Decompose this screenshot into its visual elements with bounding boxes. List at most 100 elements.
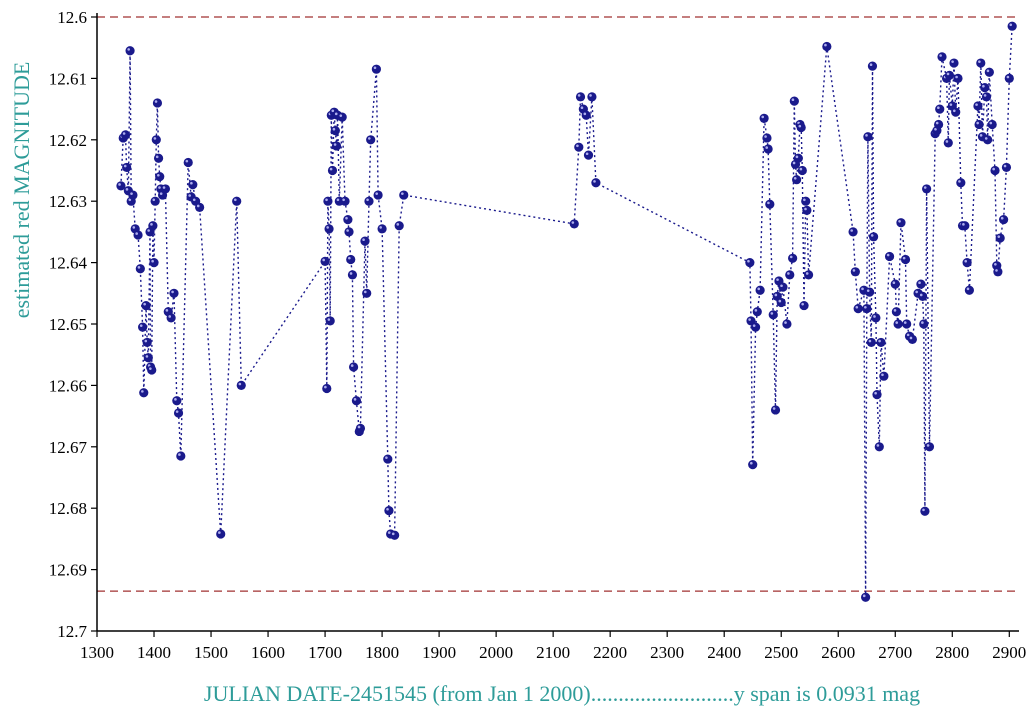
data-point-highlight	[870, 234, 874, 237]
data-point-highlight	[934, 127, 937, 131]
data-point	[793, 153, 803, 163]
data-point	[143, 353, 153, 363]
x-tick-label: 2500	[764, 643, 798, 662]
data-point	[788, 253, 798, 263]
data-point-highlight	[789, 255, 793, 259]
data-point	[770, 405, 781, 415]
data-point	[799, 300, 809, 311]
data-point	[169, 288, 179, 298]
data-point	[377, 224, 387, 234]
x-tick-label: 2000	[479, 643, 513, 662]
data-point	[347, 270, 358, 280]
data-point-highlight	[122, 132, 126, 135]
data-point	[150, 196, 160, 206]
data-point	[993, 267, 1003, 277]
data-point	[343, 215, 353, 225]
data-point	[340, 196, 350, 206]
data-point-highlight	[123, 164, 127, 168]
data-point-highlight	[780, 284, 783, 288]
data-point-highlight	[761, 115, 765, 119]
data-point	[142, 337, 152, 348]
data-point-highlight	[953, 109, 956, 113]
data-point	[148, 221, 158, 231]
data-point-highlight	[801, 302, 804, 306]
data-point-highlight	[387, 531, 391, 534]
data-point	[871, 313, 881, 323]
data-point	[135, 264, 145, 274]
x-tick-label: 2900	[992, 643, 1026, 662]
y-tick-label: 12.63	[49, 192, 87, 211]
y-tick-labels: 12.6 12.61 12.62 12.63 12.64 12.65 12.66 12.67 1…	[49, 8, 97, 641]
data-point	[907, 334, 917, 344]
data-point-highlight	[218, 531, 221, 534]
data-point	[166, 313, 176, 323]
data-point-highlight	[150, 223, 153, 226]
data-point	[803, 270, 814, 280]
data-point-highlight	[130, 192, 133, 195]
series-connector-line	[120, 26, 1013, 598]
data-point-highlight	[175, 410, 179, 413]
data-point-highlight	[949, 103, 953, 106]
data-point	[322, 383, 332, 394]
data-point-highlight	[804, 207, 807, 211]
data-point-highlight	[346, 229, 349, 232]
data-point-highlight	[233, 198, 237, 202]
data-point	[984, 67, 994, 77]
data-point	[789, 96, 799, 106]
data-point-highlight	[748, 318, 751, 321]
data-point-highlight	[152, 198, 156, 202]
data-point	[872, 390, 882, 400]
data-point	[360, 236, 370, 246]
x-tick-label: 2400	[707, 643, 741, 662]
data-point-highlight	[174, 398, 177, 401]
data-point	[371, 64, 381, 74]
x-tick-label: 2100	[536, 643, 570, 662]
data-point	[366, 135, 376, 145]
y-tick-label: 12.62	[49, 131, 87, 150]
data-point-highlight	[966, 287, 970, 291]
data-point	[399, 190, 409, 200]
data-point	[765, 199, 775, 209]
data-point-highlight	[325, 198, 328, 202]
data-point	[962, 258, 972, 268]
data-point	[176, 451, 186, 461]
data-point	[935, 104, 945, 114]
data-point	[364, 196, 374, 206]
data-point	[160, 184, 171, 194]
data-point-highlight	[348, 256, 351, 260]
data-point-highlight	[983, 94, 987, 97]
data-point-highlight	[159, 192, 163, 195]
data-point	[863, 132, 873, 142]
data-point	[893, 319, 903, 329]
data-point	[581, 110, 591, 120]
data-point	[355, 423, 366, 433]
data-point	[331, 141, 342, 151]
data-point-highlight	[373, 66, 377, 70]
data-point-highlight	[386, 507, 389, 511]
data-point-highlight	[951, 60, 954, 63]
data-point	[782, 319, 792, 329]
y-tick-label: 12.6	[57, 8, 87, 27]
data-point	[937, 52, 947, 62]
data-point	[139, 388, 149, 398]
data-point	[973, 101, 983, 111]
data-point-highlight	[784, 321, 787, 324]
data-point-highlight	[583, 112, 587, 116]
data-point-highlight	[876, 444, 880, 447]
data-point-highlight	[892, 281, 896, 284]
data-point	[884, 251, 895, 262]
data-point-highlight	[824, 43, 827, 47]
data-point-highlight	[923, 186, 927, 189]
data-point	[951, 107, 961, 117]
data-point-highlight	[158, 186, 161, 189]
data-point-highlight	[895, 321, 899, 324]
data-point	[384, 506, 394, 516]
data-point	[569, 219, 579, 229]
data-point-highlight	[778, 299, 782, 303]
x-tick-label: 2200	[593, 643, 627, 662]
data-point	[976, 58, 986, 68]
data-point-highlight	[767, 201, 770, 205]
data-point-highlight	[919, 293, 923, 297]
data-point	[943, 138, 953, 148]
x-tick-label: 1900	[422, 643, 456, 662]
